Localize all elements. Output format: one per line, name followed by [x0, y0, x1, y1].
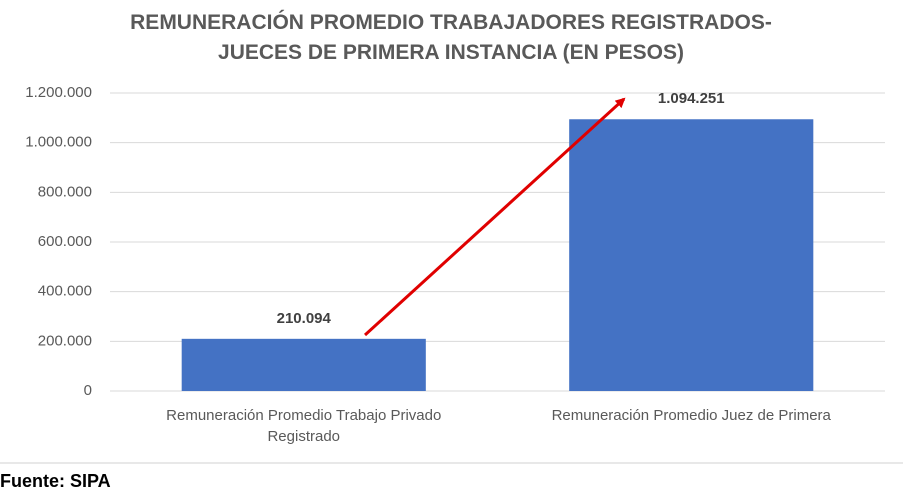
- value-label: 1.094.251: [658, 90, 725, 107]
- source-note: Fuente: SIPA: [0, 471, 111, 491]
- y-tick-label: 600.000: [38, 233, 92, 250]
- x-tick-label: Remuneración Promedio Juez de Primera: [551, 407, 831, 424]
- y-tick-label: 1.200.000: [25, 84, 92, 101]
- y-tick-label: 800.000: [38, 183, 92, 200]
- bar: [181, 338, 426, 391]
- x-tick-label: Remuneración Promedio Trabajo Privado Re…: [166, 407, 442, 445]
- value-label: 210.094: [277, 310, 332, 327]
- trend-arrow: [363, 97, 626, 337]
- y-tick-label: 1.000.000: [25, 134, 92, 151]
- bar: [569, 119, 814, 392]
- y-tick-label: 400.000: [38, 283, 92, 300]
- y-tick-label: 200.000: [38, 332, 92, 349]
- chart-title: REMUNERACIÓN PROMEDIO TRABAJADORES REGIS…: [130, 11, 772, 64]
- y-tick-label: 0: [84, 382, 92, 399]
